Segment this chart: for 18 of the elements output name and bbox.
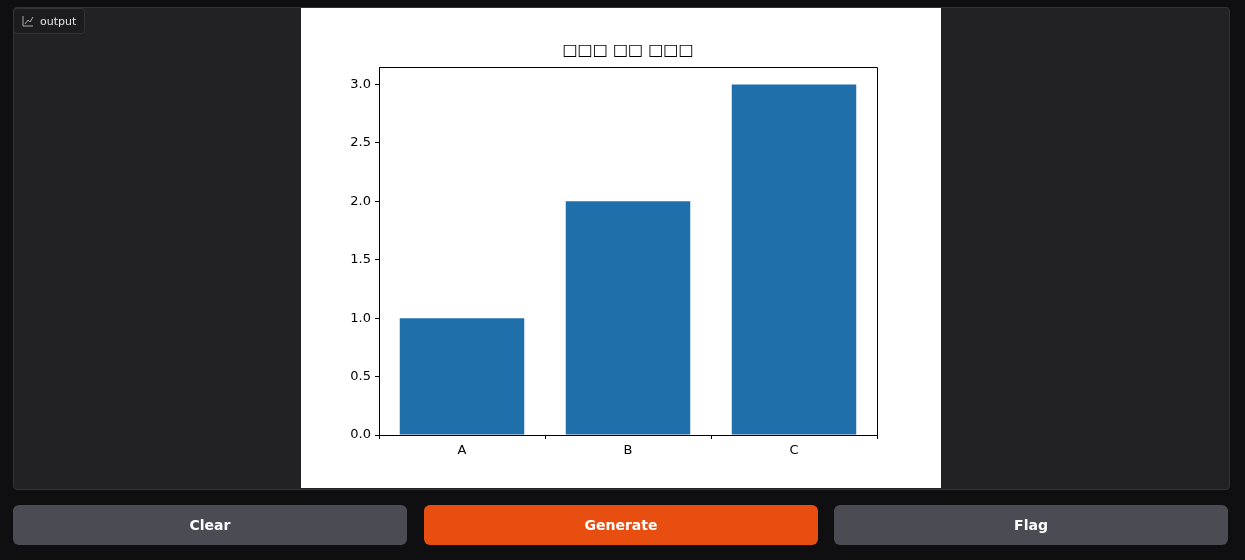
text: output [40,14,77,28]
bar [731,84,857,435]
x-tick-label: A [457,442,467,458]
y-tick-label: 0.5 [350,367,371,383]
x-tick-label: C [789,442,799,458]
x-tick-label: B [623,442,633,458]
chart-title: □□□ □□ □□□ [562,40,694,60]
y-tick-label: 1.5 [350,251,371,267]
y-tick-label: 1.0 [350,309,371,325]
text: Clear [13,505,407,545]
text: Generate [424,505,818,545]
y-tick-label: 2.0 [350,192,371,208]
text: Flag [834,505,1228,545]
y-tick-label: 3.0 [350,75,371,91]
y-tick-label: 0.0 [350,426,371,442]
y-tick-label: 2.5 [350,134,371,150]
bar [565,201,691,435]
bar [399,318,525,435]
